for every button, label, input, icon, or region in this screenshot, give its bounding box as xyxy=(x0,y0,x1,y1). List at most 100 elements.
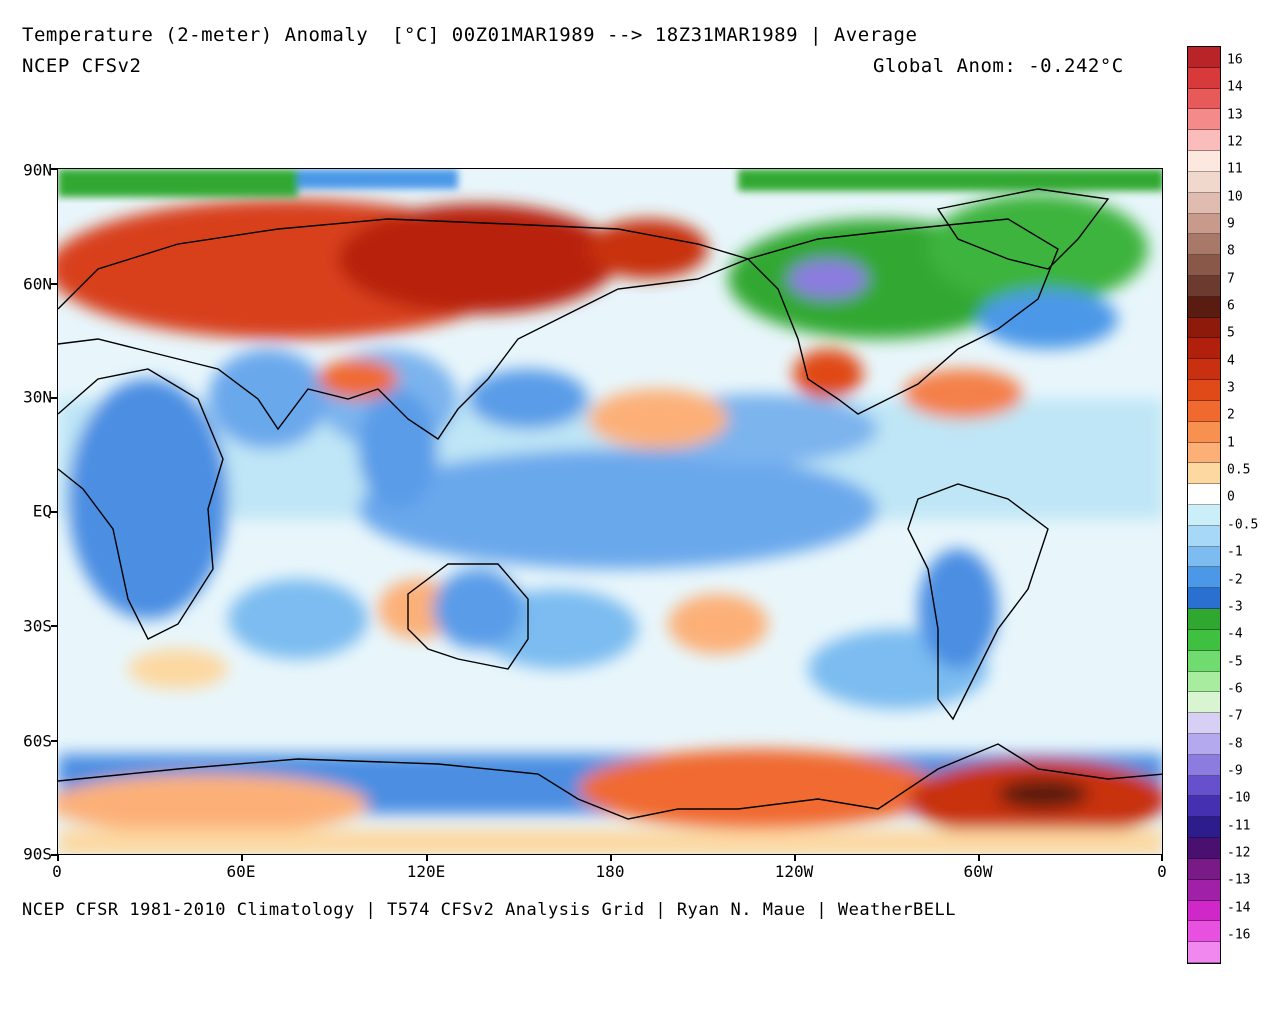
lat-label-90n: 90N xyxy=(23,160,52,180)
colorbar-swatch xyxy=(1188,858,1220,880)
lon-tick xyxy=(57,855,59,861)
colorbar-swatch xyxy=(1188,817,1220,839)
lon-label-60w: 60W xyxy=(963,862,993,881)
colorbar-swatch xyxy=(1188,546,1220,568)
lon-label-120e: 120E xyxy=(406,862,446,881)
colorbar-swatch xyxy=(1188,234,1220,256)
colorbar-label: -5 xyxy=(1227,654,1243,670)
colorbar-label: -11 xyxy=(1227,818,1251,834)
colorbar-label: 5 xyxy=(1227,325,1235,341)
colorbar-swatch xyxy=(1188,692,1220,714)
lon-tick xyxy=(241,855,243,861)
lon-label-0: 0 xyxy=(52,862,62,881)
lon-tick xyxy=(610,855,612,861)
colorbar-label: 0.5 xyxy=(1227,462,1251,478)
lat-label-30s: 30S xyxy=(23,616,52,636)
map-title: Temperature (2-meter) Anomaly [°C] 00Z01… xyxy=(22,24,918,46)
colorbar-swatch xyxy=(1188,88,1220,110)
lon-tick xyxy=(794,855,796,861)
australia-outline xyxy=(407,563,529,670)
lon-label-0-end: 0 xyxy=(1157,862,1167,881)
colorbar-label: 16 xyxy=(1227,52,1243,68)
global-anomaly: Global Anom: -0.242°C xyxy=(873,55,1124,77)
anomaly-map-canvas xyxy=(58,169,1162,854)
colorbar-swatch xyxy=(1188,317,1220,339)
lon-label-180: 180 xyxy=(595,862,625,881)
colorbar-swatch xyxy=(1188,380,1220,401)
colorbar-label: 6 xyxy=(1227,298,1235,314)
colorbar-label: -0.5 xyxy=(1227,517,1259,533)
colorbar-swatch xyxy=(1188,567,1220,589)
eurasia-outline xyxy=(58,218,751,440)
colorbar-label: 8 xyxy=(1227,243,1235,259)
colorbar-swatch xyxy=(1188,171,1220,193)
colorbar-label: 12 xyxy=(1227,134,1243,150)
colorbar-swatch xyxy=(1188,484,1220,505)
colorbar-swatch xyxy=(1188,671,1220,693)
africa-outline xyxy=(58,368,224,640)
colorbar-swatch xyxy=(1188,900,1220,922)
colorbar-swatch xyxy=(1188,130,1220,152)
model-name: NCEP CFSv2 xyxy=(22,55,142,77)
colorbar-swatch xyxy=(1188,255,1220,276)
lon-tick xyxy=(978,855,980,861)
colorbar-swatch xyxy=(1188,213,1220,235)
lat-tick xyxy=(51,168,57,170)
colorbar-label: 14 xyxy=(1227,79,1243,95)
lat-label-60n: 60N xyxy=(23,274,52,294)
colorbar-swatch xyxy=(1188,734,1220,755)
lat-tick xyxy=(51,511,57,513)
colorbar-swatch xyxy=(1188,109,1220,131)
colorbar-swatch xyxy=(1188,525,1220,547)
lat-tick xyxy=(51,397,57,399)
colorbar-label: 2 xyxy=(1227,407,1235,423)
colorbar-swatch xyxy=(1188,754,1220,776)
colorbar-swatch xyxy=(1188,276,1220,297)
lat-tick xyxy=(51,854,57,856)
colorbar-label: 9 xyxy=(1227,216,1235,232)
colorbar-label: 4 xyxy=(1227,353,1235,369)
colorbar-label: -4 xyxy=(1227,626,1243,642)
colorbar-swatch xyxy=(1188,359,1220,381)
colorbar-swatch xyxy=(1188,47,1220,68)
colorbar-label: 3 xyxy=(1227,380,1235,396)
lat-label-90s: 90S xyxy=(23,844,52,864)
lat-label-30n: 30N xyxy=(23,387,52,407)
lon-tick xyxy=(1161,855,1163,861)
colorbar-label: 0 xyxy=(1227,489,1235,505)
lat-label-60s: 60S xyxy=(23,731,52,751)
colorbar-swatch xyxy=(1188,588,1220,610)
colorbar-swatch xyxy=(1188,650,1220,672)
lat-tick xyxy=(51,625,57,627)
colorbar-label: 11 xyxy=(1227,161,1243,177)
colorbar-label: 7 xyxy=(1227,271,1235,287)
colorbar-label: -10 xyxy=(1227,790,1251,806)
colorbar-label: -6 xyxy=(1227,681,1243,697)
colorbar-swatch xyxy=(1188,505,1220,526)
colorbar-swatch xyxy=(1188,879,1220,901)
lon-label-120w: 120W xyxy=(774,862,814,881)
colorbar-label: -3 xyxy=(1227,599,1243,615)
colorbar-label: -2 xyxy=(1227,572,1243,588)
colorbar-swatch xyxy=(1188,442,1220,464)
colorbar-label: -8 xyxy=(1227,736,1243,752)
north-america-outline xyxy=(746,218,1059,415)
colorbar-swatch xyxy=(1188,775,1220,797)
colorbar-swatch xyxy=(1188,629,1220,651)
colorbar-label: 13 xyxy=(1227,107,1243,123)
south-america-outline xyxy=(907,483,1049,721)
anomaly-map xyxy=(57,168,1163,855)
colorbar-label: -9 xyxy=(1227,763,1243,779)
credit-footer: NCEP CFSR 1981-2010 Climatology | T574 C… xyxy=(22,900,956,920)
lat-tick xyxy=(51,740,57,742)
colorbar-swatch xyxy=(1188,338,1220,360)
colorbar-label: 10 xyxy=(1227,189,1243,205)
colorbar-label: -1 xyxy=(1227,544,1243,560)
colorbar-swatch xyxy=(1188,67,1220,89)
lat-tick xyxy=(51,283,57,285)
colorbar-label: -16 xyxy=(1227,927,1251,943)
colorbar-label: -13 xyxy=(1227,872,1251,888)
colorbar-label: -14 xyxy=(1227,900,1251,916)
colorbar-swatch xyxy=(1188,838,1220,859)
colorbar-swatch xyxy=(1188,296,1220,318)
